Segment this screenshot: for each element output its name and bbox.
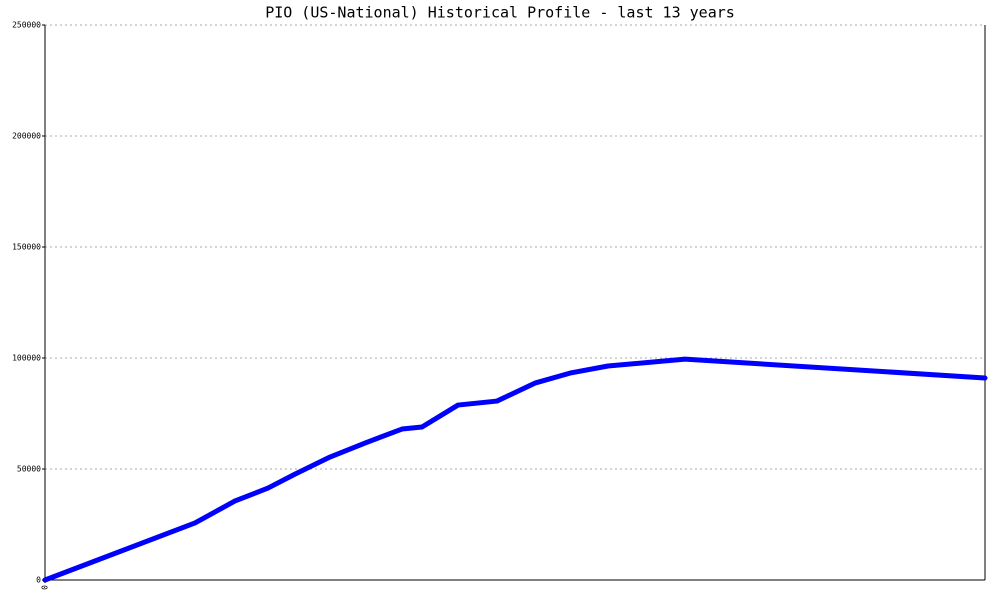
chart-title: PIO (US-National) Historical Profile - l… [265, 4, 735, 22]
y-tick-label: 0 [36, 576, 41, 585]
y-tick-label: 50000 [17, 465, 41, 474]
y-tick-label: 150000 [12, 243, 41, 252]
x-tick-label: 0 [41, 585, 50, 590]
y-tick-label: 200000 [12, 132, 41, 141]
y-tick-label: 100000 [12, 354, 41, 363]
y-tick-label: 250000 [12, 21, 41, 30]
data-line [42, 356, 988, 583]
